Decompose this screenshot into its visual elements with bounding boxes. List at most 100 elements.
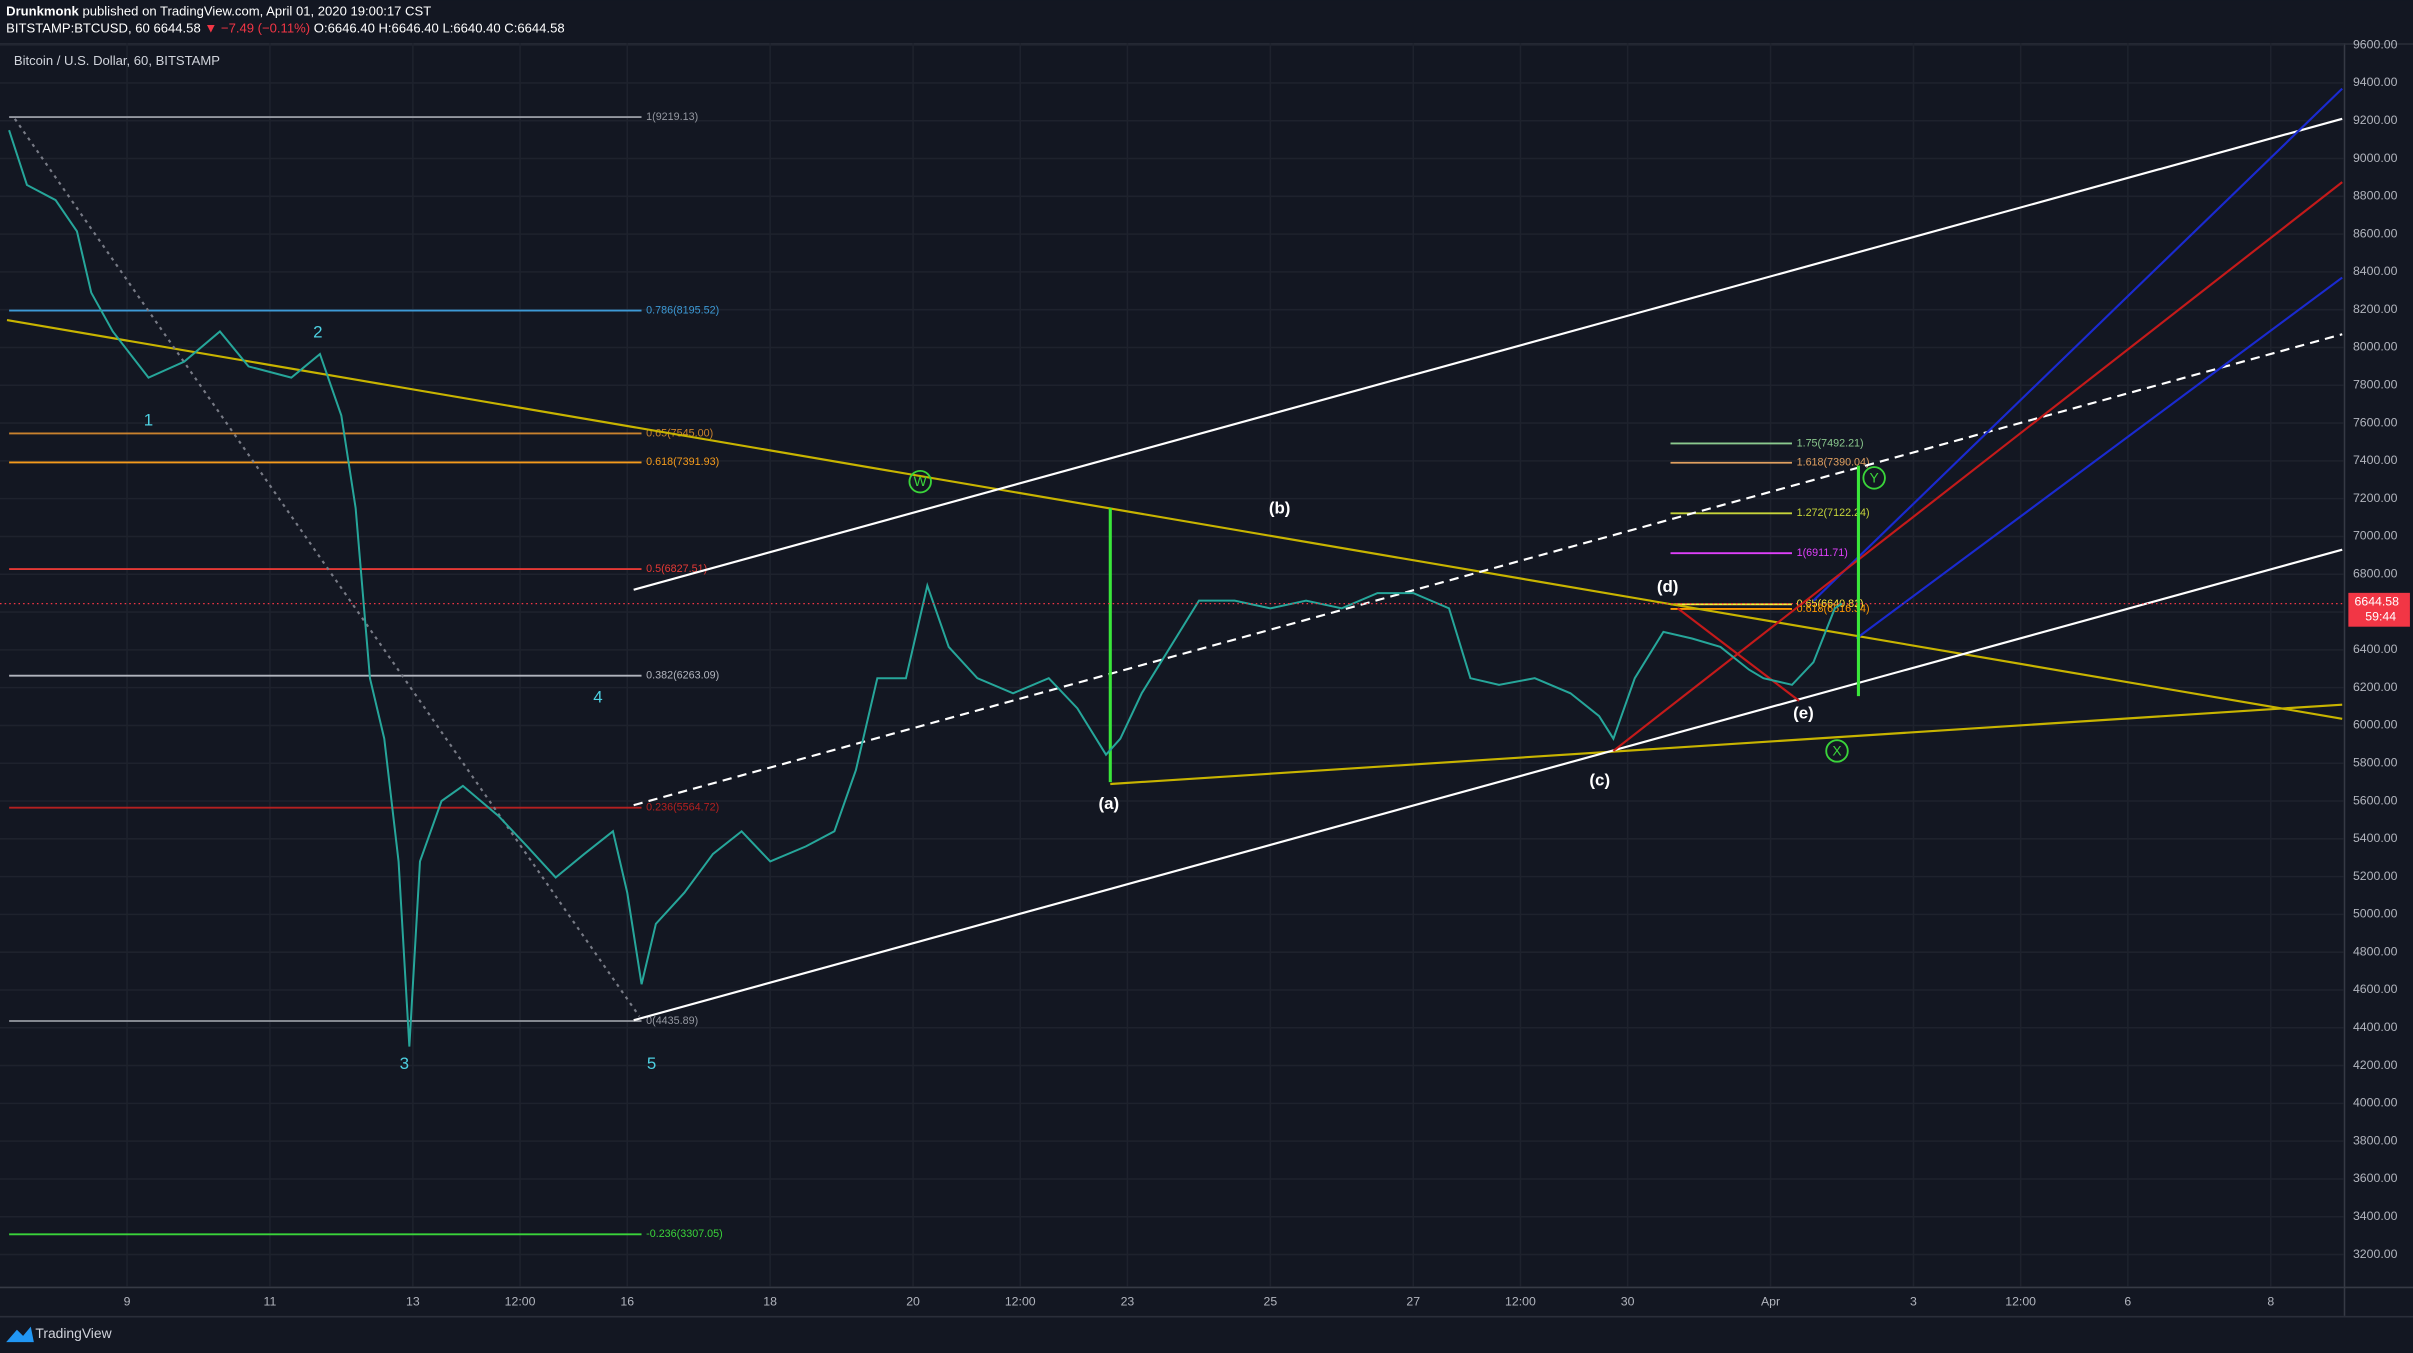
fib-label: 1.618(7390.04): [1797, 457, 1870, 469]
y-tick-label: 5800.00: [2353, 755, 2398, 769]
y-tick-label: 3600.00: [2353, 1171, 2398, 1185]
x-tick-label: 27: [1406, 1294, 1420, 1308]
fib-label: 0.65(7545.00): [646, 427, 713, 439]
symbol: BITSTAMP:BTCUSD, 60: [6, 21, 150, 36]
y-tick-label: 5200.00: [2353, 869, 2398, 883]
fib-label: 1.272(7122.24): [1797, 507, 1870, 519]
publisher: Drunkmonk: [6, 4, 79, 19]
wave-circle: [908, 469, 932, 494]
y-tick-label: 7400.00: [2353, 453, 2398, 467]
wave-circle: [1825, 739, 1849, 763]
trend-line: [1110, 703, 2343, 786]
y-tick-label: 4800.00: [2353, 944, 2398, 958]
x-tick-label: 23: [1121, 1294, 1135, 1308]
trend-line: [1612, 181, 2343, 752]
x-tick-label: 20: [906, 1294, 920, 1308]
countdown-label: 59:44: [2365, 610, 2396, 624]
y-tick-label: 9000.00: [2353, 151, 2398, 165]
y-tick-label: 5000.00: [2353, 907, 2398, 921]
y-tick-label: 8200.00: [2353, 302, 2398, 316]
trend-line: [6, 319, 2343, 720]
y-tick-label: 3200.00: [2353, 1247, 2398, 1261]
symbol-line: BITSTAMP:BTCUSD, 60 6644.58 ▼ −7.49 (−0.…: [6, 21, 564, 36]
price-line: [8, 129, 1843, 1047]
wave-label: 5: [647, 1054, 656, 1073]
x-tick-label: 16: [620, 1294, 634, 1308]
x-tick-label: 9: [124, 1294, 131, 1308]
y-tick-label: 4000.00: [2353, 1096, 2398, 1110]
x-tick-label: 13: [406, 1294, 420, 1308]
header-text: Drunkmonk published on TradingView.com, …: [6, 4, 431, 19]
y-tick-label: 8400.00: [2353, 264, 2398, 278]
x-tick-label: 3: [1910, 1294, 1917, 1308]
wave-label: (a): [1099, 794, 1120, 813]
x-tick-label: 25: [1264, 1294, 1278, 1308]
wave-label: 3: [400, 1054, 409, 1073]
trend-line: [633, 117, 2343, 591]
fib-label: 1.75(7492.21): [1797, 437, 1864, 449]
wave-label: Y: [1870, 469, 1879, 485]
x-tick-label: 12:00: [2005, 1294, 2036, 1308]
y-tick-label: 7200.00: [2353, 491, 2398, 505]
published: published on TradingView.com, April 01, …: [82, 4, 431, 19]
footer-brand: TradingView: [35, 1325, 112, 1341]
x-tick-label: 11: [264, 1294, 277, 1308]
fib-label: 1(6911.71): [1797, 547, 1848, 559]
fib-label: 0.618(7391.93): [646, 456, 719, 468]
wave-circle: [1862, 466, 1886, 490]
x-tick-label: 12:00: [1505, 1294, 1536, 1308]
footer-logo: TradingView: [6, 1325, 113, 1343]
fib-label: -0.236(3307.05): [646, 1228, 723, 1240]
trend-line: [633, 333, 2343, 807]
y-tick-label: 5400.00: [2353, 831, 2398, 845]
y-tick-label: 3400.00: [2353, 1209, 2398, 1223]
wave-label: 1: [144, 410, 153, 429]
logo-icon: [6, 1326, 34, 1343]
wave-label: (c): [1589, 770, 1610, 789]
y-tick-label: 3800.00: [2353, 1133, 2398, 1147]
x-tick-label: 6: [2124, 1294, 2131, 1308]
fib-label: 0.786(8195.52): [646, 304, 719, 316]
trend-line: [13, 118, 641, 1018]
wave-label: (d): [1657, 577, 1679, 596]
grid: [0, 43, 2344, 1287]
fib-label: 0(4435.89): [646, 1015, 698, 1027]
y-tick-label: 6800.00: [2353, 567, 2398, 581]
y-tick-label: 8800.00: [2353, 189, 2398, 203]
fib-label: 0.5(6827.51): [646, 563, 707, 575]
y-tick-label: 9600.00: [2353, 37, 2398, 51]
fib-label: 1(9219.13): [646, 111, 698, 123]
y-tick-label: 4600.00: [2353, 982, 2398, 996]
wave-label: 2: [313, 323, 322, 342]
fib-label: 0.618(6616.34): [1797, 603, 1870, 615]
fib-label: 0.65(6640.81): [1797, 598, 1864, 610]
y-tick-label: 7800.00: [2353, 378, 2398, 392]
axes: 3200.00 3400.00 3600.00 3800.00 4000.00 4200.…: [124, 37, 2410, 1308]
y-tick-label: 5600.00: [2353, 793, 2398, 807]
change: ▼ −7.49 (−0.11%): [204, 21, 310, 36]
y-tick-label: 4400.00: [2353, 1020, 2398, 1034]
last-price-box: [2348, 592, 2410, 627]
y-tick-label: 6200.00: [2353, 680, 2398, 694]
y-tick-label: 6400.00: [2353, 642, 2398, 656]
chart-title: Bitcoin / U.S. Dollar, 60, BITSTAMP: [14, 53, 220, 68]
trend-line: [1855, 276, 2343, 640]
y-tick-label: 9400.00: [2353, 75, 2398, 89]
fib-label: 0.236(5564.72): [646, 802, 719, 814]
trend-line: [633, 548, 2343, 1022]
y-tick-label: 8000.00: [2353, 340, 2398, 354]
x-tick-label: 8: [2267, 1294, 2274, 1308]
price-axis: [2345, 43, 2413, 1316]
y-tick-label: 6000.00: [2353, 718, 2398, 732]
x-tick-label: 18: [763, 1294, 777, 1308]
y-tick-label: 4200.00: [2353, 1058, 2398, 1072]
y-tick-label: 9200.00: [2353, 113, 2398, 127]
x-tick-label: 12:00: [1005, 1294, 1036, 1308]
y-tick-label: 7000.00: [2353, 529, 2398, 543]
y-tick-label: 8600.00: [2353, 226, 2398, 240]
x-tick-label: 12:00: [505, 1294, 536, 1308]
wave-label: (b): [1269, 498, 1291, 517]
trend-line: [1812, 87, 2343, 602]
wave-label: X: [1832, 742, 1841, 758]
